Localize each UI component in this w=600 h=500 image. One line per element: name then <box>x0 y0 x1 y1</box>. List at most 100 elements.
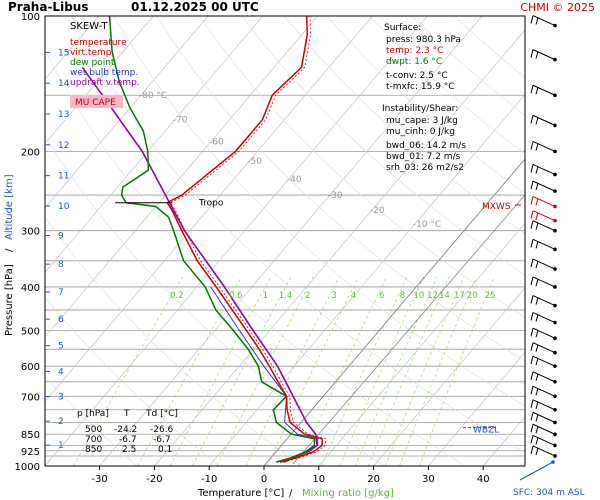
wind-barb <box>530 423 557 437</box>
tropo-label: Tropo <box>198 199 224 209</box>
isotherm-label: -80 °C <box>139 91 167 101</box>
isotherm-label: -20 <box>370 206 385 216</box>
pressure-tick-label: 850 <box>21 430 40 441</box>
updraft-line <box>81 66 318 463</box>
wind-barb <box>530 210 557 223</box>
isotherm <box>482 416 525 466</box>
wind-barb <box>530 312 557 325</box>
isotherm <box>45 16 264 273</box>
mixing-ratio-line <box>298 276 387 466</box>
dry-adiabat <box>156 16 525 362</box>
zero-isotherm <box>263 158 525 466</box>
table-header-p: p [hPa] <box>77 409 109 419</box>
wet-bulb-line <box>210 286 319 463</box>
x-tick-label: -30 <box>91 474 107 485</box>
legend-entry: temperature <box>70 38 127 48</box>
chart-title: SKEW-T <box>70 21 108 32</box>
surface-temp: temp: 2.3 °C <box>386 46 443 56</box>
altitude-tick-label: 1 <box>58 441 64 451</box>
bwd01-value: bwd_01: 7.2 m/s <box>386 152 461 162</box>
y-axis-separator: / <box>4 248 15 252</box>
virtual-temp-line <box>170 16 326 463</box>
wind-barb <box>530 342 557 355</box>
mu-cape-value: mu_cape: 3 J/kg <box>386 116 458 126</box>
wind-barb <box>530 49 557 62</box>
mixing-ratio-label: 6 <box>379 291 384 301</box>
x-tick-label: 20 <box>367 474 380 485</box>
x-tick-label: 40 <box>477 474 490 485</box>
isotherm-label: -10 °C <box>413 220 441 230</box>
y-axis-title: Pressure [hPa] / Altitude [km] <box>4 174 15 336</box>
mixing-ratio-line <box>73 276 184 466</box>
isotherm <box>373 287 525 466</box>
mixing-ratio-label: 12 <box>427 291 438 301</box>
mixing-ratio-label: 25 <box>485 291 496 301</box>
pressure-tick-label: 500 <box>21 327 40 338</box>
altitude-tick-label: 9 <box>58 231 64 241</box>
wind-barb <box>530 295 557 308</box>
x-axis-label-secondary: Mixing ratio [g/kg] <box>302 488 394 499</box>
altitude-tick-label: 11 <box>58 172 69 182</box>
moist-adiabat-ref <box>292 194 525 465</box>
table-cell: 500 <box>85 425 102 435</box>
isotherm <box>99 16 483 466</box>
mixing-ratio-line <box>137 276 242 466</box>
mu-cinh-value: mu_cinh: 0 J/kg <box>386 127 455 137</box>
srh03-value: srh_03: 26 m2/s2 <box>386 163 464 173</box>
mixing-ratio-label: 1 <box>263 291 268 301</box>
isotherm <box>318 222 525 466</box>
isotherm <box>154 29 525 466</box>
wind-barb <box>530 114 557 128</box>
dry-adiabat <box>198 16 525 318</box>
wind-barb <box>530 220 557 233</box>
wind-barbs <box>519 15 557 481</box>
surface-tconv: t-conv: 2.5 °C <box>386 71 448 81</box>
dry-adiabat <box>45 216 302 466</box>
mixing-ratio-label: 10 <box>413 291 424 301</box>
wind-barb <box>530 276 557 289</box>
mixing-ratio-line <box>354 276 438 466</box>
temperature-line <box>166 16 323 463</box>
mixing-ratio-label: 0.6 <box>229 291 243 301</box>
mixing-ratio-line <box>192 276 292 466</box>
table-cell: 0.1 <box>158 445 172 455</box>
pressure-tick-label: 200 <box>21 147 40 158</box>
table-cell: -6.7 <box>153 435 171 445</box>
pressure-tick-label: 1000 <box>15 462 40 473</box>
altitude-tick-label: 2 <box>58 417 64 427</box>
sounding-datetime: 01.12.2025 00 UTC <box>131 0 259 14</box>
sounding-curves <box>81 16 326 463</box>
wind-barb <box>530 258 557 271</box>
mu-cape-label: MU CAPE <box>75 98 116 108</box>
altitude-tick-label: 10 <box>58 202 70 212</box>
altitude-tick-label: 13 <box>58 110 69 120</box>
isotherm-label: -40 <box>287 175 302 185</box>
altitude-tick-label: 15 <box>58 48 69 58</box>
y-axis-label-secondary: Altitude [km] <box>4 174 15 240</box>
wind-barb <box>530 355 557 368</box>
mu-cape-box <box>70 95 123 108</box>
table-header-t: T <box>123 409 130 419</box>
mixing-ratio-line <box>216 276 314 466</box>
mxws-label: MXWS <box>482 202 511 212</box>
isotherm <box>538 16 600 466</box>
annotations: Tropo MXWS WBZL <box>115 199 521 436</box>
dry-adiabat <box>71 16 525 453</box>
mixing-ratio-line <box>419 276 495 466</box>
wind-barb <box>530 15 557 28</box>
altitude-tick-label: 8 <box>58 260 64 270</box>
data-table: p [hPa] T Td [°C] 500 -24.2 -26.6 700 -6… <box>77 409 178 455</box>
surface-tmxfc: t-mxfc: 15.9 °C <box>386 82 455 92</box>
surface-wind-line <box>519 461 554 481</box>
mixing-ratio-line <box>267 276 359 466</box>
pressure-tick-label: 400 <box>21 283 40 294</box>
mixing-ratio-label: 2 <box>305 291 310 301</box>
mixing-ratio-line <box>367 276 450 466</box>
wind-barb <box>530 434 557 448</box>
mixing-ratio-label: 14 <box>439 291 450 301</box>
surface-dwpt: dwpt: 1.6 °C <box>386 57 442 67</box>
mixing-ratio-line <box>169 276 272 466</box>
table-cell: -6.7 <box>119 435 137 445</box>
altitude-tick-label: 12 <box>58 141 69 151</box>
